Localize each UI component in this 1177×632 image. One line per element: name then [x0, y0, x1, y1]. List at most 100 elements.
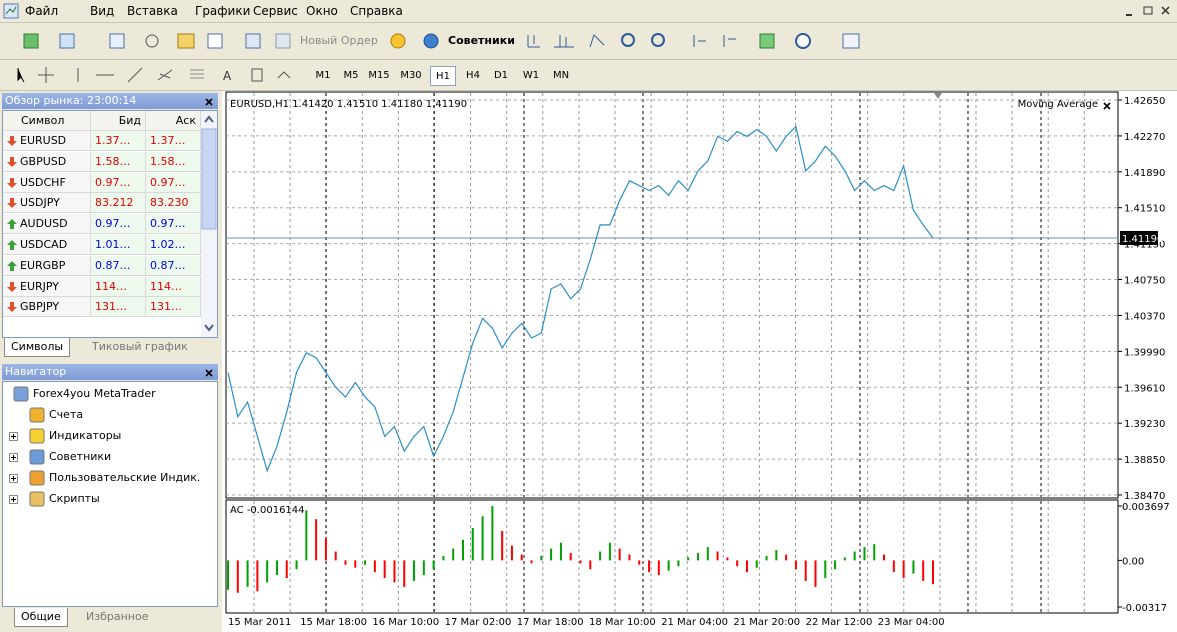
- ac-bar: [481, 516, 484, 561]
- ac-bar: [726, 557, 729, 561]
- timeframe-button[interactable]: M1: [315, 70, 331, 81]
- symbol-cell[interactable]: USDCAD: [3, 235, 91, 255]
- timeframe-button[interactable]: MN: [552, 70, 570, 81]
- menu-item[interactable]: Файл: [25, 4, 59, 18]
- expand-plus: [11, 455, 16, 460]
- panel-tab[interactable]: Избранное: [86, 610, 149, 623]
- symbol-cell[interactable]: EURJPY: [3, 276, 91, 297]
- bid-cell[interactable]: 0.97…: [91, 214, 146, 235]
- menu-item[interactable]: Вид: [90, 4, 115, 18]
- bid-cell[interactable]: 1.01…: [91, 235, 146, 255]
- ask-cell[interactable]: 0.97…: [146, 172, 201, 193]
- ac-bar: [736, 560, 739, 567]
- ac-bar: [236, 560, 239, 593]
- trend-icon: [7, 240, 17, 250]
- ac-bar: [383, 560, 386, 579]
- timeframe-button[interactable]: H1: [430, 66, 456, 86]
- ac-bar: [932, 560, 934, 585]
- column-header[interactable]: Символ: [3, 111, 91, 131]
- bid-cell[interactable]: 131…: [91, 297, 146, 318]
- bid-cell[interactable]: 1.37…: [91, 131, 146, 151]
- x-tick-label: 15 Mar 2011: [228, 617, 291, 628]
- symbol-cell[interactable]: GBPUSD: [3, 151, 91, 172]
- ask-cell[interactable]: 114…: [146, 276, 201, 297]
- timeframe-button[interactable]: H4: [466, 70, 480, 81]
- panel-tab[interactable]: Символы: [4, 338, 71, 357]
- bid-cell[interactable]: 1.58…: [91, 151, 146, 172]
- ac-bar: [275, 560, 278, 576]
- tree-item[interactable]: Forex4you MetaTrader: [33, 387, 156, 400]
- timeframe-button[interactable]: M15: [368, 70, 390, 81]
- ac-bar: [775, 550, 778, 561]
- symbol-cell[interactable]: AUDUSD: [3, 214, 91, 235]
- close-button[interactable]: [204, 368, 214, 378]
- expand-plus: [11, 497, 16, 502]
- menu-bar: Файл Вид Вставка Графики Сервис Окно Справка: [0, 0, 1177, 23]
- column-header[interactable]: Аск: [146, 111, 201, 131]
- trend-arrow: [7, 177, 17, 188]
- current-price-box: [1120, 230, 1158, 245]
- tree-item[interactable]: Индикаторы: [49, 429, 122, 442]
- ac-bar: [393, 560, 396, 583]
- menu-item[interactable]: Сервис: [253, 4, 298, 18]
- ask-cell[interactable]: 83.230: [146, 193, 201, 214]
- tree-item[interactable]: Советники: [49, 450, 112, 463]
- window-controls[interactable]: [1122, 4, 1174, 18]
- ac-bar: [765, 555, 768, 561]
- symbol-cell[interactable]: EURUSD: [3, 131, 91, 151]
- symbol-cell[interactable]: GBPJPY: [3, 297, 91, 318]
- shift-marker: [934, 93, 942, 99]
- ac-bar: [589, 560, 592, 570]
- symbol-cell[interactable]: EURGBP: [3, 255, 91, 276]
- scroll-thumb: [201, 128, 217, 230]
- timeframe-button[interactable]: M5: [343, 70, 359, 81]
- ac-bar: [413, 560, 416, 581]
- symbol-cell[interactable]: USDCHF: [3, 172, 91, 193]
- ac-bar: [520, 554, 523, 561]
- ask-cell[interactable]: 0.87…: [146, 255, 201, 276]
- menu-item[interactable]: Графики: [195, 4, 251, 18]
- ac-bar: [510, 545, 513, 561]
- menu-item[interactable]: Вставка: [127, 4, 178, 18]
- ask-cell[interactable]: 0.97…: [146, 214, 201, 235]
- ask-cell[interactable]: 1.37…: [146, 131, 201, 151]
- trend-icon: [7, 302, 17, 313]
- ac-bar: [432, 560, 435, 570]
- ask-cell[interactable]: 131…: [146, 297, 201, 318]
- timeframe-button[interactable]: W1: [522, 70, 540, 81]
- menu-item[interactable]: Окно: [306, 4, 338, 18]
- symbol-cell[interactable]: USDJPY: [3, 193, 91, 214]
- bid-cell[interactable]: 83.212: [91, 193, 146, 214]
- ac-bar: [667, 560, 670, 571]
- trend-arrow: [7, 198, 17, 209]
- ask-cell[interactable]: 1.58…: [146, 151, 201, 172]
- timeframe-button[interactable]: M30: [400, 70, 422, 81]
- ac-bar: [530, 560, 533, 564]
- bid-cell[interactable]: 114…: [91, 276, 146, 297]
- tree-item[interactable]: Счета: [49, 408, 84, 421]
- y-tick-label: 1.38850: [1124, 455, 1165, 466]
- ac-bar: [618, 548, 621, 561]
- trend-arrow: [7, 156, 17, 167]
- expand-plus: [11, 476, 16, 481]
- x-tick-label: 18 Mar 10:00: [589, 617, 656, 628]
- experts-button[interactable]: Советники: [448, 34, 515, 47]
- trend-icon: [7, 177, 17, 188]
- bid-cell[interactable]: 0.87…: [91, 255, 146, 276]
- market-watch-table: Символ Бид Аск EURUSD 1.37… 1.37… GBPUSD 1.58… 1…: [2, 110, 218, 338]
- new-order-button[interactable]: Новый Ордер: [300, 34, 378, 47]
- tree-item[interactable]: Пользовательские Индик.: [49, 471, 201, 484]
- ac-bar: [266, 560, 269, 583]
- timeframe-button[interactable]: D1: [493, 70, 509, 81]
- panel-tab[interactable]: Тиковый график: [92, 340, 188, 353]
- column-header[interactable]: Бид: [91, 111, 146, 131]
- y-tick-label: 1.40750: [1124, 276, 1165, 287]
- menu-item[interactable]: Справка: [350, 4, 403, 18]
- tree-item[interactable]: Скрипты: [49, 492, 100, 505]
- close-button[interactable]: [204, 97, 214, 107]
- bid-cell[interactable]: 0.97…: [91, 172, 146, 193]
- navigator-tree: Forex4you MetaTrader Счета Индикаторы Совет…: [2, 381, 218, 607]
- panel-tab[interactable]: Общие: [14, 608, 68, 627]
- ask-cell[interactable]: 1.02…: [146, 235, 201, 255]
- ac-bar: [462, 539, 464, 561]
